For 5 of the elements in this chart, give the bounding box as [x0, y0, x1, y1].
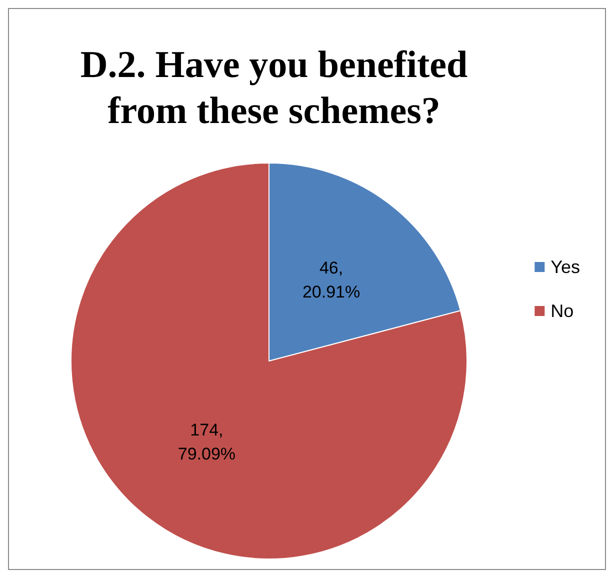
legend-label: No	[550, 301, 574, 321]
data-label: 46, 20.91%	[302, 258, 360, 302]
data-label: 174, 79.09%	[178, 420, 236, 464]
legend-label: Yes	[550, 257, 580, 277]
chart-title: D.2. Have you benefited from these schemes?	[80, 44, 468, 132]
